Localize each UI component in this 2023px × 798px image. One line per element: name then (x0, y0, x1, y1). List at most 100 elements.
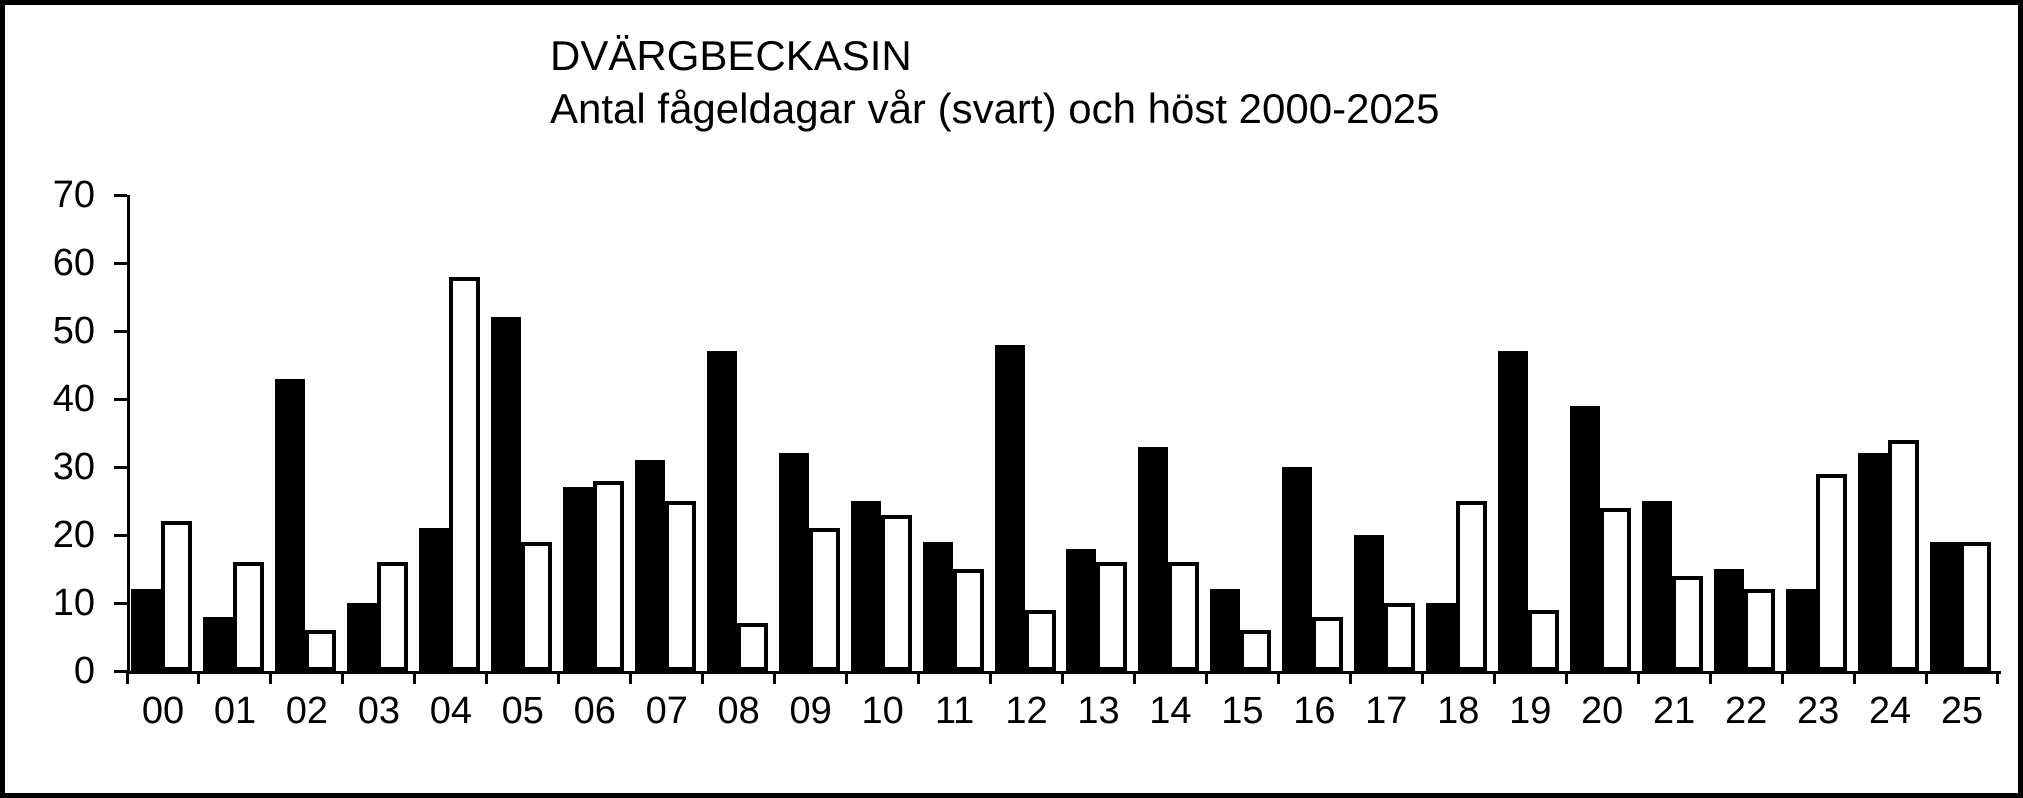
x-tick-label: 14 (1149, 690, 1192, 732)
bar-host-09 (808, 528, 840, 671)
bar-var-18 (1426, 603, 1457, 671)
bar-host-17 (1384, 603, 1416, 671)
bar-host-22 (1744, 589, 1776, 671)
bar-var-03 (346, 603, 377, 671)
x-axis-tick (1204, 671, 1208, 684)
bar-host-10 (880, 515, 912, 671)
y-axis-tick (114, 329, 127, 333)
y-axis-tick (114, 397, 127, 401)
x-tick-label: 01 (213, 690, 257, 732)
x-axis-tick (917, 671, 921, 684)
bar-var-06 (562, 487, 593, 671)
bar-host-05 (520, 542, 552, 671)
y-axis-tick (114, 465, 127, 469)
x-tick-label: 21 (1653, 690, 1696, 732)
bar-host-18 (1456, 501, 1488, 671)
bar-host-13 (1096, 562, 1128, 671)
x-axis-tick (629, 671, 633, 684)
x-axis-tick (1780, 671, 1784, 684)
x-axis-tick (1636, 671, 1640, 684)
x-axis-tick (1492, 671, 1496, 684)
y-tick-label: 40 (52, 378, 95, 420)
x-tick-label: 10 (861, 690, 904, 732)
chart-title: DVÄRGBECKASIN (550, 32, 912, 79)
x-axis-tick (1348, 671, 1352, 684)
x-axis-tick (1564, 671, 1568, 684)
y-axis-tick (114, 193, 127, 197)
bar-var-02 (274, 379, 305, 671)
x-axis-tick (269, 671, 273, 684)
bar-var-21 (1642, 501, 1673, 671)
x-axis-tick (1276, 671, 1280, 684)
bar-var-23 (1786, 589, 1817, 671)
bar-var-07 (634, 460, 665, 671)
x-axis-tick (701, 671, 705, 684)
y-tick-label: 0 (73, 650, 95, 692)
y-axis-tick (114, 261, 127, 265)
x-tick-label: 03 (357, 690, 401, 732)
bar-var-25 (1930, 542, 1960, 671)
x-axis-tick (1060, 671, 1064, 684)
x-tick-label: 20 (1581, 690, 1624, 732)
x-tick-label: 09 (789, 690, 832, 732)
x-axis-tick (1924, 671, 1928, 684)
y-tick-label: 50 (52, 310, 95, 352)
bar-var-04 (418, 528, 449, 671)
bar-host-24 (1888, 440, 1920, 671)
x-tick-label: 02 (285, 690, 329, 732)
bar-host-03 (376, 562, 408, 671)
bar-host-21 (1672, 576, 1704, 671)
y-tick-label: 10 (52, 582, 95, 624)
x-axis-tick (1708, 671, 1712, 684)
x-axis-tick (341, 671, 345, 684)
y-tick-label: 70 (52, 174, 95, 216)
bar-var-01 (202, 617, 233, 671)
plot-area: 0 10 20 30 40 50 60 70 00 01 02 03 04 05 06 07 08 09 10 11 1… (53, 175, 2001, 731)
x-axis-tick (125, 671, 129, 684)
x-axis-tick (1132, 671, 1136, 684)
x-tick-label: 06 (573, 690, 616, 732)
bar-host-16 (1312, 617, 1344, 671)
x-tick-label: 12 (1005, 690, 1048, 732)
bar-host-25 (1960, 542, 1991, 671)
bar-host-20 (1600, 508, 1632, 671)
bar-var-00 (131, 589, 161, 671)
bar-host-11 (952, 569, 984, 671)
bar-host-23 (1816, 474, 1848, 671)
bar-var-14 (1138, 447, 1169, 671)
bar-var-24 (1858, 453, 1889, 671)
x-axis-tick (1996, 671, 2000, 684)
bar-host-15 (1240, 630, 1272, 671)
bar-host-00 (161, 521, 192, 671)
y-tick-label: 20 (52, 514, 95, 556)
bar-var-13 (1066, 549, 1097, 671)
bar-var-19 (1498, 351, 1529, 671)
bar-var-08 (706, 351, 737, 671)
bar-var-16 (1282, 467, 1313, 671)
bar-var-12 (994, 345, 1025, 671)
y-axis-tick (114, 601, 127, 605)
x-tick-label: 25 (1940, 690, 1984, 732)
bar-host-07 (664, 501, 696, 671)
bar-var-11 (922, 542, 953, 671)
x-tick-label: 13 (1077, 690, 1120, 732)
x-tick-label: 18 (1437, 690, 1480, 732)
x-tick-label: 05 (501, 690, 544, 732)
x-tick-label: 16 (1293, 690, 1336, 732)
bar-host-08 (736, 623, 768, 671)
bar-var-09 (778, 453, 809, 671)
y-axis-tick (114, 533, 127, 537)
bar-host-19 (1528, 610, 1560, 671)
bar-host-06 (592, 481, 624, 671)
bar-var-20 (1570, 406, 1601, 671)
x-axis-tick (773, 671, 777, 684)
x-tick-label: 15 (1221, 690, 1264, 732)
title-block: DVÄRGBECKASIN Antal fågeldagar vår (svar… (550, 29, 1440, 135)
x-axis-tick (845, 671, 849, 684)
y-axis-tick (114, 669, 127, 673)
x-axis-tick (413, 671, 417, 684)
x-tick-label: 19 (1509, 690, 1552, 732)
bar-host-04 (448, 277, 480, 671)
x-axis-tick (485, 671, 489, 684)
